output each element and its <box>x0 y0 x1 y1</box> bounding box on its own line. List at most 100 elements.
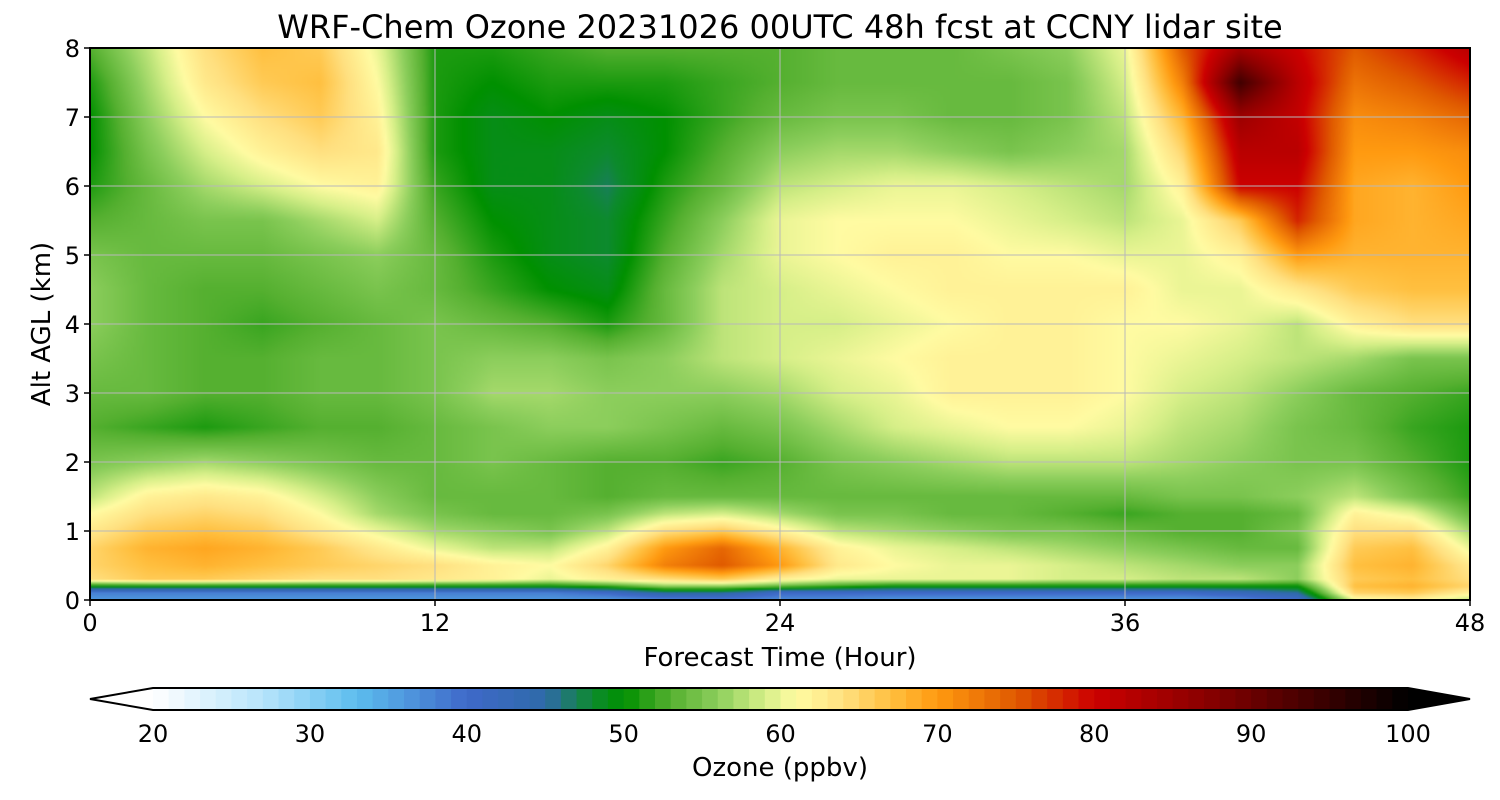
colorbar-segment <box>764 688 782 710</box>
colorbar-segment <box>1204 688 1221 710</box>
colorbar-segment <box>1094 688 1111 710</box>
colorbar-segment <box>513 688 531 710</box>
colorbar-segment <box>184 688 201 710</box>
colorbar-segment <box>1392 688 1409 710</box>
colorbar-segment <box>639 688 656 710</box>
colorbar-segment <box>921 688 938 710</box>
colorbar-segment <box>1125 688 1142 710</box>
colorbar-segment <box>215 688 233 710</box>
colorbar-segment <box>294 688 311 710</box>
colorbar-tick-label: 40 <box>451 720 482 748</box>
colorbar-segment <box>231 688 248 710</box>
colorbar-tick-label: 100 <box>1385 720 1431 748</box>
colorbar-segment <box>1015 688 1033 710</box>
colorbar-segment <box>796 688 813 710</box>
colorbar-segment <box>733 688 750 710</box>
colorbar-segment <box>356 688 374 710</box>
colorbar: 20 30 40 50 60 70 80 90 100 <box>89 687 1471 748</box>
colorbar-segment <box>1313 688 1331 710</box>
colorbar-tick-label: 60 <box>765 720 796 748</box>
colorbar-gradient <box>90 688 1470 710</box>
colorbar-segment <box>247 688 264 710</box>
x-tick-label: 48 <box>1455 609 1486 637</box>
y-tick-label: 2 <box>65 449 80 477</box>
colorbar-segment <box>388 688 405 710</box>
colorbar-segment <box>1157 688 1174 710</box>
colorbar-segment <box>937 688 954 710</box>
chart-title: WRF-Chem Ozone 20231026 00UTC 48h fcst a… <box>277 8 1282 46</box>
colorbar-label: Ozone (ppbv) <box>692 753 868 783</box>
y-tick-label: 7 <box>65 104 80 132</box>
y-tick-label: 0 <box>65 587 80 615</box>
x-tick-label: 36 <box>1110 609 1141 637</box>
colorbar-segment <box>749 688 766 710</box>
colorbar-segment <box>1329 688 1346 710</box>
colorbar-segment <box>372 688 389 710</box>
colorbar-segment <box>874 688 891 710</box>
colorbar-segment <box>655 688 672 710</box>
y-tick-label: 1 <box>65 518 80 546</box>
colorbar-segment <box>1266 688 1284 710</box>
colorbar-segment <box>419 688 436 710</box>
x-tick-label: 24 <box>765 609 796 637</box>
colorbar-segment <box>1109 688 1127 710</box>
colorbar-segment <box>451 688 468 710</box>
x-tick-label: 0 <box>82 609 97 637</box>
colorbar-segment <box>1031 688 1048 710</box>
colorbar-segment <box>1172 688 1189 710</box>
x-tick-label: 12 <box>420 609 451 637</box>
colorbar-segment <box>890 688 907 710</box>
colorbar-segment <box>1047 688 1064 710</box>
colorbar-segment <box>153 688 170 710</box>
colorbar-segment <box>623 688 640 710</box>
colorbar-segment <box>1298 688 1315 710</box>
colorbar-segment <box>858 688 876 710</box>
colorbar-tick-label: 50 <box>608 720 639 748</box>
y-axis-ticks: 0 1 2 3 4 5 6 7 8 <box>65 35 90 615</box>
y-tick-label: 5 <box>65 242 80 270</box>
colorbar-segment <box>827 688 844 710</box>
colorbar-segment <box>953 688 970 710</box>
colorbar-segment <box>482 688 499 710</box>
colorbar-segment <box>435 688 452 710</box>
colorbar-segment <box>702 688 719 710</box>
colorbar-segment <box>1282 688 1299 710</box>
colorbar-segment <box>968 688 986 710</box>
colorbar-segment <box>1062 688 1080 710</box>
colorbar-segment <box>325 688 342 710</box>
colorbar-segment <box>592 688 609 710</box>
colorbar-segment <box>498 688 515 710</box>
colorbar-segment <box>780 688 797 710</box>
x-axis-ticks: 0 12 24 36 48 <box>82 600 1485 637</box>
colorbar-segment <box>262 688 280 710</box>
colorbar-segment <box>1188 688 1205 710</box>
colorbar-segment <box>984 688 1001 710</box>
colorbar-segment <box>1235 688 1252 710</box>
colorbar-segment <box>843 688 860 710</box>
colorbar-tick-label: 70 <box>922 720 953 748</box>
grid-lines <box>90 48 1470 600</box>
x-axis-label: Forecast Time (Hour) <box>643 643 916 673</box>
colorbar-tick-label: 90 <box>1236 720 1267 748</box>
y-tick-label: 4 <box>65 311 80 339</box>
colorbar-segment <box>200 688 217 710</box>
colorbar-segment <box>404 688 421 710</box>
y-tick-label: 6 <box>65 173 80 201</box>
colorbar-segment <box>529 688 546 710</box>
colorbar-segment <box>607 688 625 710</box>
colorbar-tick-label: 20 <box>138 720 169 748</box>
colorbar-segment <box>466 688 484 710</box>
colorbar-segment <box>1376 688 1393 710</box>
colorbar-outline <box>89 687 1471 711</box>
colorbar-segment <box>1219 688 1237 710</box>
colorbar-segment <box>1078 688 1095 710</box>
y-tick-label: 3 <box>65 380 80 408</box>
y-tick-label: 8 <box>65 35 80 63</box>
colorbar-segment <box>341 688 358 710</box>
colorbar-ticks: 20 30 40 50 60 70 80 90 100 <box>138 720 1431 748</box>
colorbar-segment <box>576 688 593 710</box>
colorbar-segment <box>1141 688 1158 710</box>
colorbar-segment <box>811 688 829 710</box>
colorbar-segment <box>686 688 703 710</box>
